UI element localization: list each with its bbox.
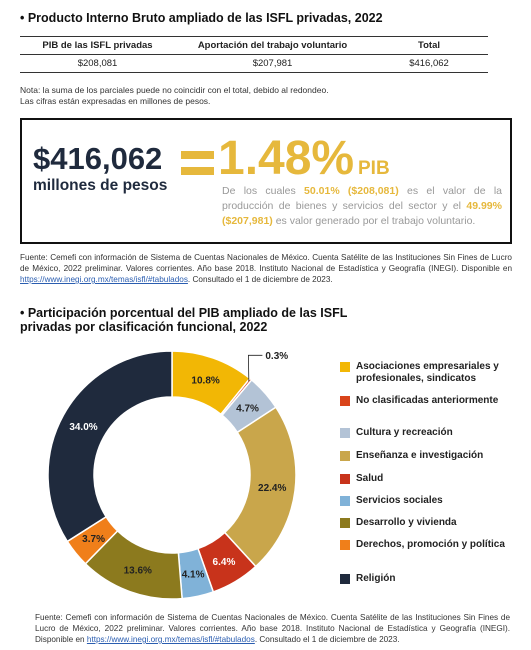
note: Las cifras están expresadas en millones … [20, 96, 211, 106]
source-link[interactable]: https://www.inegi.org.mx/temas/isfl/#tab… [86, 635, 255, 644]
legend-label: Servicios sociales [356, 495, 443, 506]
total-value: $416,062 [33, 141, 163, 176]
donut-chart: 10.8% 0.3% 4.7% 22.4% 6.4% 4.1% 13.6% 3.7% 34.0% [47, 350, 297, 600]
source-link[interactable]: https://www.inegi.org.mx/temas/isfl/#tab… [20, 275, 188, 284]
source-text: . Consultado el 1 de diciembre de 2023. [254, 635, 400, 644]
donut-segment [47, 350, 173, 543]
data-label: 0.3% [265, 351, 288, 362]
legend-swatch [340, 451, 350, 461]
data-label: 13.6% [124, 566, 152, 577]
legend-swatch [340, 540, 350, 550]
table-header: PIB de las ISFL privadas Aportación del … [20, 36, 488, 55]
note: Nota: la suma de los parciales puede no … [20, 85, 329, 95]
desc-text: es el valor de la producción de bienes y… [222, 185, 502, 212]
desc-text: De los cuales [222, 185, 305, 197]
legend-swatch [340, 496, 350, 506]
equals-bar [181, 167, 214, 175]
legend-label: Religión [356, 573, 396, 584]
section-title: • Producto Interno Bruto ampliado de las… [20, 11, 383, 25]
leader-line [247, 354, 263, 382]
cell: $207,981 [175, 54, 370, 73]
data-label: 34.0% [69, 422, 97, 433]
data-label: 4.7% [236, 403, 259, 414]
equals-bar [181, 151, 214, 159]
percent: 1.48% [218, 132, 355, 185]
legend-swatch [340, 574, 350, 584]
header-cell: Aportación del trabajo voluntario [175, 36, 370, 55]
source-text: . Consultado el 1 de diciembre de 2023. [187, 275, 333, 284]
legend-label: Desarrollo y vivienda [356, 517, 457, 528]
cell: $416,062 [370, 54, 488, 73]
data-label: 22.4% [258, 483, 286, 494]
legend-label: No clasificadas anteriormente [356, 395, 499, 406]
source: Fuente: Cemefi con información de Sistem… [20, 252, 512, 285]
data-label: 3.7% [82, 534, 105, 545]
desc-bold: 49.99% ($207,981) [222, 200, 502, 227]
data-label: 10.8% [191, 375, 219, 386]
chart-title: • Participación porcentual del PIB ampli… [20, 306, 348, 334]
legend-label: Derechos, promoción y política [356, 539, 505, 550]
source-text: Fuente: Cemefi con información de Sistem… [35, 613, 510, 644]
legend-swatch [340, 362, 350, 372]
header-cell: PIB de las ISFL privadas [20, 36, 175, 55]
source-text: Fuente: Cemefi con información de Sistem… [20, 253, 512, 273]
cell: $208,081 [20, 54, 175, 73]
legend-swatch [340, 428, 350, 438]
desc-bold: 50.01% ($208,081) [304, 185, 399, 197]
legend-label: Asociaciones empresariales y profesional… [356, 361, 499, 384]
legend-label: Enseñanza e investigación [356, 450, 484, 461]
legend-swatch [340, 396, 350, 406]
desc-text: es valor generado por el trabajo volunta… [272, 215, 476, 227]
data-label: 4.1% [182, 569, 205, 580]
pib-table: PIB de las ISFL privadas Aportación del … [20, 36, 488, 73]
data-label: 6.4% [213, 557, 236, 568]
legend-label: Cultura y recreación [356, 427, 453, 438]
legend-label: Salud [356, 473, 384, 484]
highlight-box [20, 118, 512, 244]
total-unit: millones de pesos [33, 177, 168, 194]
legend-swatch [340, 518, 350, 528]
highlight-desc: De los cuales 50.01% ($208,081) es el va… [222, 184, 502, 229]
pib-label: PIB [358, 158, 390, 179]
legend-swatch [340, 474, 350, 484]
source: Fuente: Cemefi con información de Sistem… [35, 612, 510, 645]
table-row: $208,081 $207,981 $416,062 [20, 54, 488, 73]
header-cell: Total [370, 36, 488, 55]
